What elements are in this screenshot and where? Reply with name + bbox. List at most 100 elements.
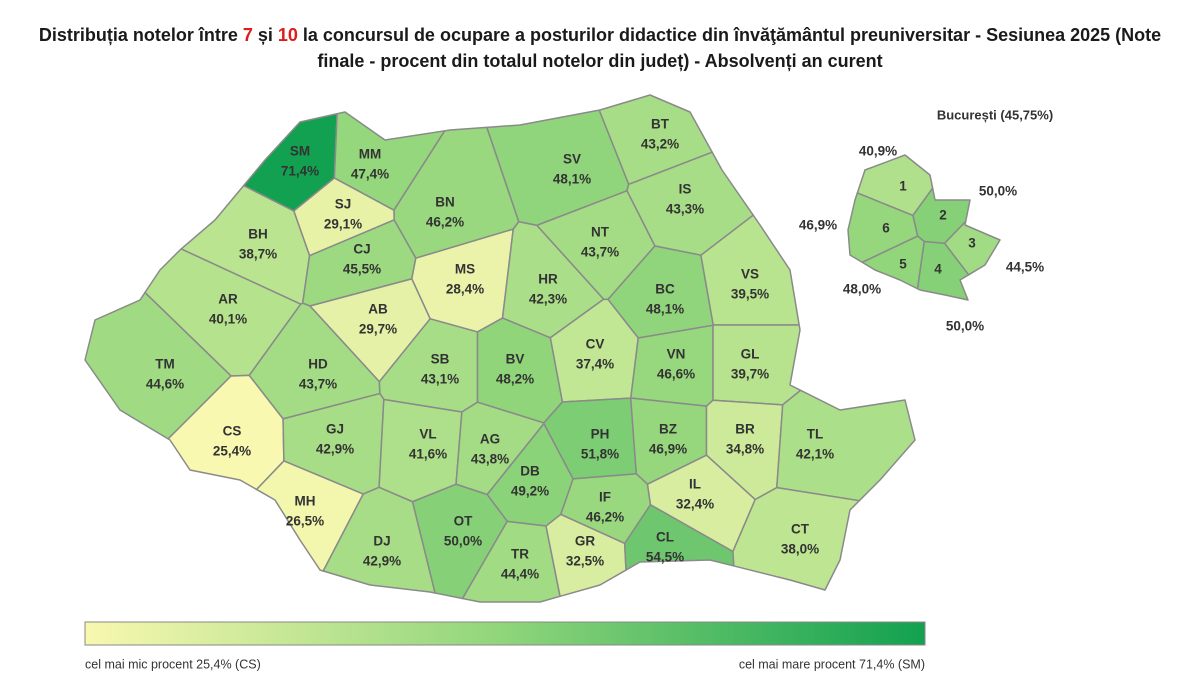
region-code: NT [591, 225, 610, 240]
value-label: 25,4% [213, 444, 251, 459]
value-label: 29,7% [359, 322, 397, 337]
value-label: 71,4% [281, 164, 319, 179]
value-label: 29,1% [324, 217, 362, 232]
region-code: MS [455, 262, 475, 277]
region-code: BN [435, 195, 455, 210]
value-label: 42,9% [316, 442, 354, 457]
value-label: 46,2% [426, 215, 464, 230]
value-label: 50,0% [946, 319, 984, 334]
value-label: 42,1% [796, 447, 834, 462]
region-code: 2 [939, 208, 947, 223]
value-label: 43,7% [581, 245, 619, 260]
inset-title: București (45,75%) [937, 107, 1053, 122]
region-code: GJ [326, 422, 344, 437]
value-label: 54,5% [646, 550, 684, 565]
region [916, 240, 970, 301]
value-label: 41,6% [409, 447, 447, 462]
region [732, 486, 861, 591]
value-label: 46,9% [649, 442, 687, 457]
legend-min-label: cel mai mic procent 25,4% (CS) [85, 657, 261, 671]
region-code: IS [679, 182, 692, 197]
value-label: 46,6% [657, 367, 695, 382]
value-label: 43,3% [666, 202, 704, 217]
value-label: 26,5% [286, 514, 324, 529]
region-code: SV [563, 152, 581, 167]
legend-max-label: cel mai mare procent 71,4% (SM) [739, 657, 925, 671]
value-label: 38,0% [781, 542, 819, 557]
region-code: SB [431, 352, 450, 367]
title-part: 7 [242, 25, 253, 45]
region-code: BT [651, 117, 670, 132]
value-label: 44,5% [1006, 260, 1044, 275]
region-code: CS [223, 424, 242, 439]
region-code: BV [506, 352, 525, 367]
region-code: GR [575, 534, 596, 549]
region [255, 460, 364, 572]
region-code: 6 [882, 221, 890, 236]
region-code: SJ [335, 197, 352, 212]
region [847, 192, 919, 264]
value-label: 51,8% [581, 447, 619, 462]
region [623, 504, 735, 571]
region-code: BH [248, 227, 268, 242]
region-code: BR [735, 422, 755, 437]
region-code: AB [368, 302, 388, 317]
region-code: TM [155, 357, 175, 372]
region-code: TR [511, 547, 529, 562]
region-code: AR [218, 292, 238, 307]
value-label: 44,4% [501, 567, 539, 582]
region-code: 3 [968, 236, 976, 251]
region [776, 389, 916, 502]
value-label: 45,5% [343, 262, 381, 277]
region-code: MH [295, 494, 316, 509]
value-label: 38,7% [239, 247, 277, 262]
value-label: 39,5% [731, 287, 769, 302]
region-code: HR [538, 272, 558, 287]
value-label: 49,2% [511, 484, 549, 499]
region-code: IF [599, 490, 611, 505]
region-code: 4 [934, 262, 942, 277]
value-label: 50,0% [444, 534, 482, 549]
region-code: AG [480, 432, 500, 447]
value-label: 46,2% [586, 510, 624, 525]
region-code: CV [586, 337, 605, 352]
region-code: SM [290, 144, 310, 159]
value-label: 46,9% [799, 218, 837, 233]
value-label: 48,1% [553, 172, 591, 187]
value-label: 43,2% [641, 137, 679, 152]
value-label: 50,0% [979, 184, 1017, 199]
value-label: 47,4% [351, 167, 389, 182]
title-part: și [252, 25, 278, 45]
region [84, 291, 232, 440]
region-code: 1 [899, 179, 907, 194]
value-label: 32,4% [676, 497, 714, 512]
value-label: 42,9% [363, 554, 401, 569]
region-code: VS [741, 267, 759, 282]
region-code: OT [454, 514, 474, 529]
value-label: 39,7% [731, 367, 769, 382]
value-label: 48,0% [843, 282, 881, 297]
region-code: BZ [659, 422, 677, 437]
value-label: 34,8% [726, 442, 764, 457]
region [712, 324, 802, 406]
region [322, 486, 436, 594]
region-code: CT [791, 522, 810, 537]
region-code: CJ [353, 242, 370, 257]
value-label: 44,6% [146, 377, 184, 392]
title-part: 10 [277, 25, 298, 45]
region-code: DJ [373, 534, 390, 549]
region-code: BC [655, 282, 675, 297]
region-code: VL [419, 427, 436, 442]
region-code: CL [656, 530, 674, 545]
region-code: IL [689, 477, 701, 492]
value-label: 48,2% [496, 372, 534, 387]
value-label: 43,7% [299, 377, 337, 392]
chart-title: Distribuția notelor între 7 și 10 la con… [20, 22, 1180, 74]
value-label: 40,9% [859, 144, 897, 159]
value-label: 43,1% [421, 372, 459, 387]
value-label: 48,1% [646, 302, 684, 317]
title-part: la concursul de ocupare a posturilor did… [297, 25, 1162, 71]
region-code: 5 [899, 257, 907, 272]
